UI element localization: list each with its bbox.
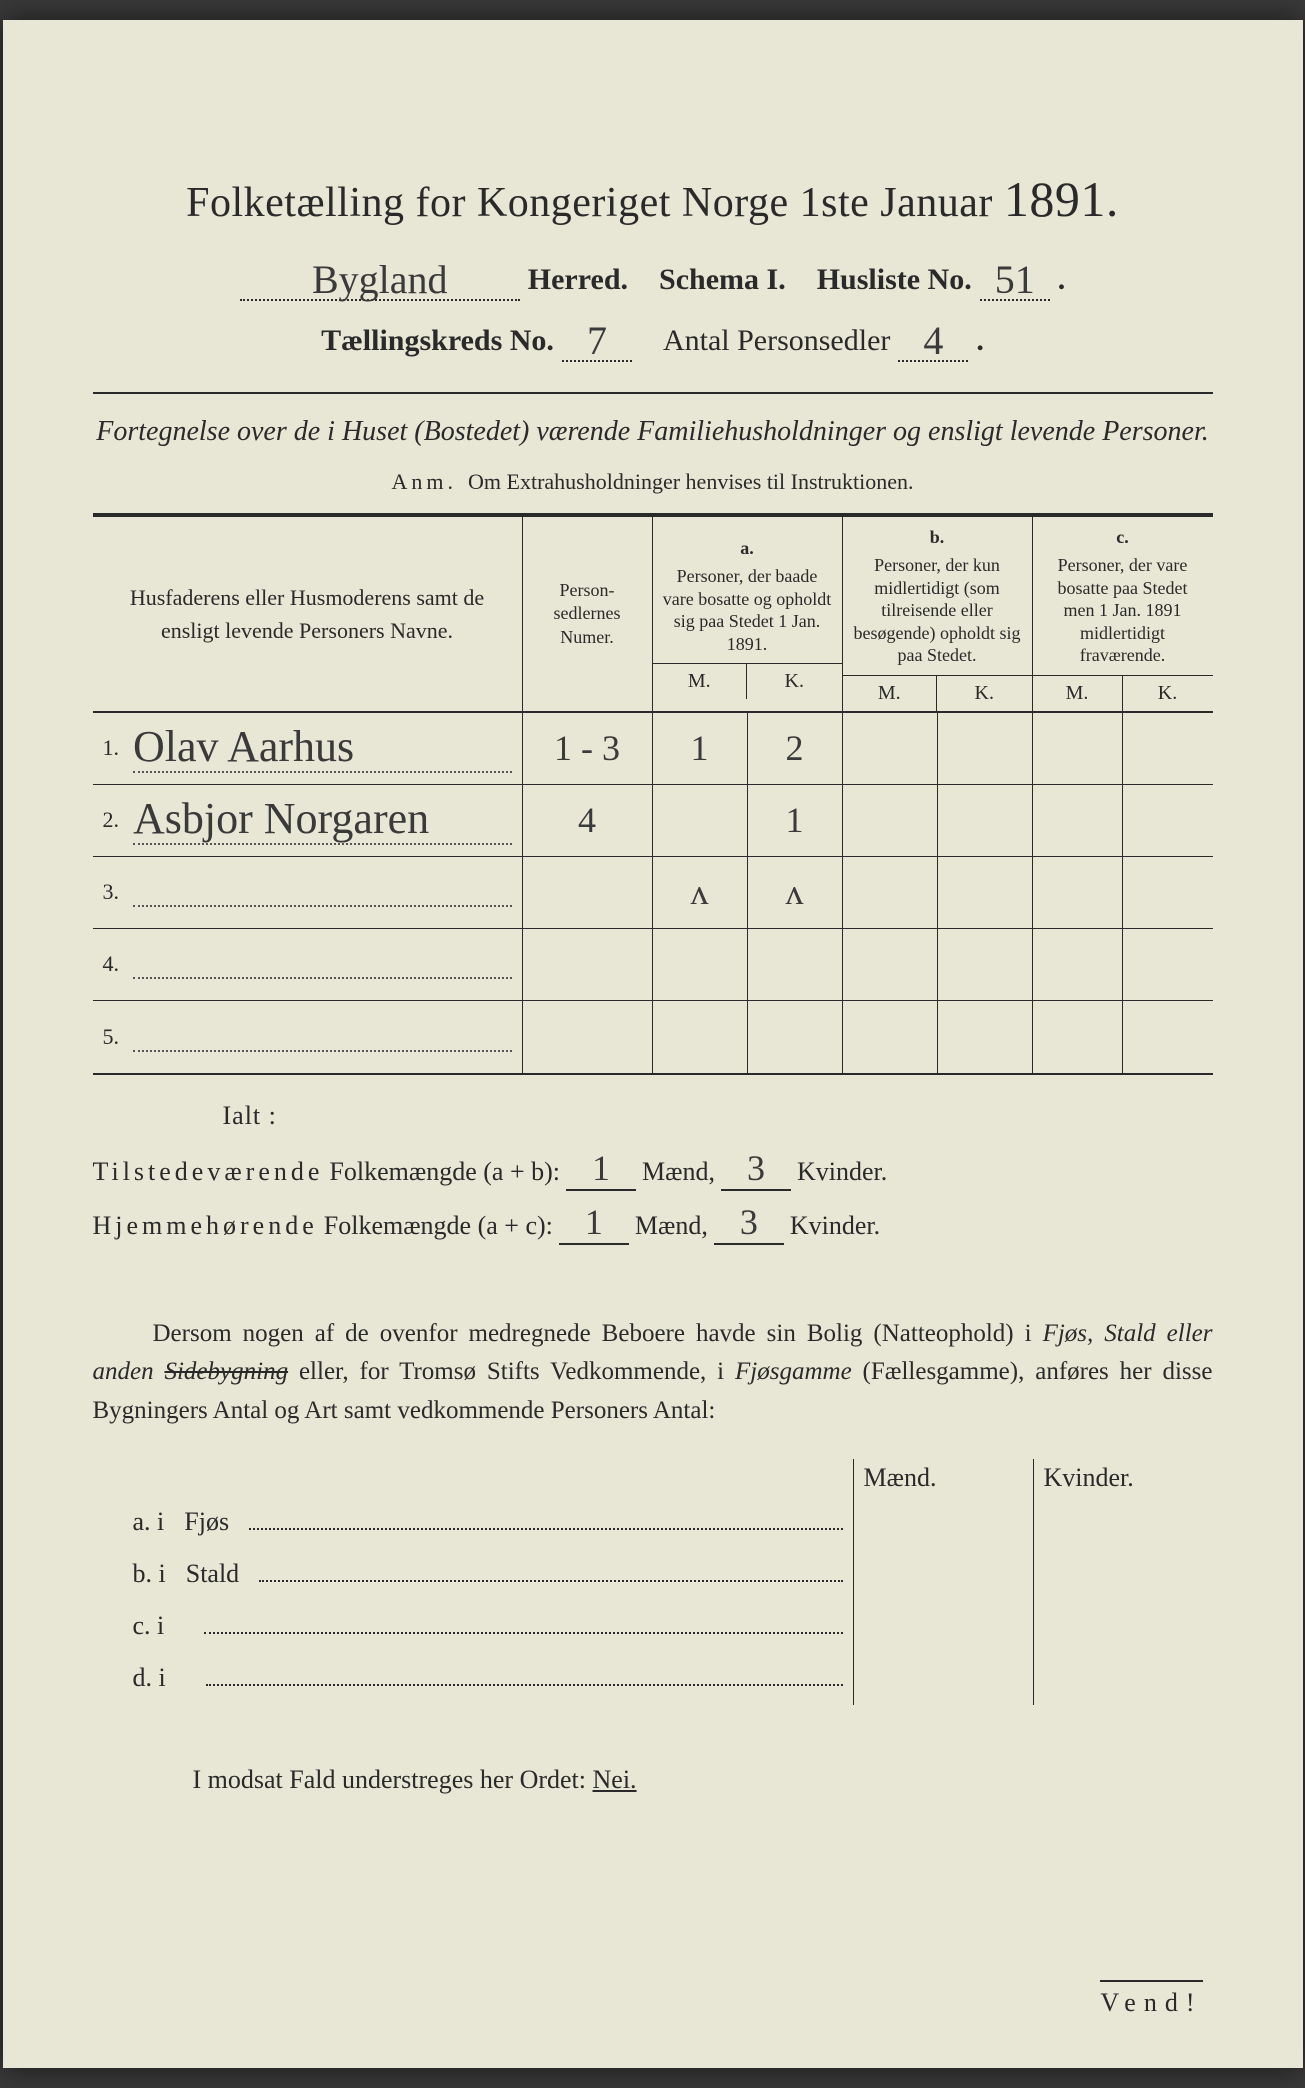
th-b-k: K. xyxy=(937,676,1032,711)
herred-value: Bygland xyxy=(312,257,448,302)
cell-c-m xyxy=(1033,1001,1123,1073)
schema-label: Schema I. xyxy=(659,263,786,297)
cell-a-m xyxy=(653,929,748,1000)
table-row: 3. ʌʌ xyxy=(93,857,1213,929)
cell-c-k xyxy=(1123,857,1213,928)
header-line-3: Tællingskreds No. 7 Antal Personsedler 4… xyxy=(93,313,1213,362)
cell-c-m xyxy=(1033,857,1123,928)
cell-c-k xyxy=(1123,929,1213,1000)
title-prefix: Folketælling for Kongeriget Norge 1ste J… xyxy=(186,180,993,226)
ialt-label: Ialt : xyxy=(223,1101,1213,1131)
cell-b-m xyxy=(843,1001,938,1073)
husliste-value: 51 xyxy=(995,257,1035,302)
herred-field: Bygland xyxy=(240,252,520,301)
th-num: Person-sedlernes Numer. xyxy=(523,517,653,711)
th-name: Husfaderens eller Husmoderens samt de en… xyxy=(93,517,523,711)
husliste-field: 51 xyxy=(980,252,1050,301)
census-form-page: Folketælling for Kongeriget Norge 1ste J… xyxy=(3,20,1303,2068)
header-line-2: Bygland Herred. Schema I. Husliste No. 5… xyxy=(93,252,1213,301)
cell-b-k xyxy=(938,857,1033,928)
building-row: d. i xyxy=(93,1653,1213,1705)
cell-c-k xyxy=(1123,785,1213,856)
total-line-2: Hjemmehørende Folkemængde (a + c): 1 Mæn… xyxy=(93,1201,1213,1245)
cell-a-k: 2 xyxy=(748,713,843,784)
subtitle: Fortegnelse over de i Huset (Bostedet) v… xyxy=(93,412,1213,451)
cell-num xyxy=(523,1001,653,1073)
mk-kvinder: Kvinder. xyxy=(1033,1459,1213,1497)
cell-c-k xyxy=(1123,713,1213,784)
cell-b-m xyxy=(843,857,938,928)
cell-a-m xyxy=(653,785,748,856)
cell-name: 5. xyxy=(93,1001,523,1073)
building-row: b. iStald xyxy=(93,1549,1213,1601)
cell-b-m xyxy=(843,785,938,856)
husliste-label: Husliste No. xyxy=(817,263,972,297)
cell-c-m xyxy=(1033,785,1123,856)
cell-num xyxy=(523,857,653,928)
building-header: Mænd. Kvinder. xyxy=(93,1459,1213,1497)
th-a: a. Personer, der baade vare bosatte og o… xyxy=(653,517,843,711)
cell-c-m xyxy=(1033,929,1123,1000)
kreds-value: 7 xyxy=(587,318,607,363)
th-a-m: M. xyxy=(653,664,748,699)
table-row: 2.Asbjor Norgaren4 1 xyxy=(93,785,1213,857)
table-row: 1.Olav Aarhus1 - 312 xyxy=(93,713,1213,785)
th-a-k: K. xyxy=(747,664,842,699)
cell-num xyxy=(523,929,653,1000)
total-line-1: Tilstedeværende Folkemængde (a + b): 1 M… xyxy=(93,1147,1213,1191)
cell-a-k: 1 xyxy=(748,785,843,856)
anm-text: Om Extrahusholdninger henvises til Instr… xyxy=(468,469,913,494)
cell-a-m: ʌ xyxy=(653,857,748,928)
cell-num: 4 xyxy=(523,785,653,856)
cell-b-k xyxy=(938,713,1033,784)
cell-c-k xyxy=(1123,1001,1213,1073)
cell-b-k xyxy=(938,785,1033,856)
table-row: 4. xyxy=(93,929,1213,1001)
mk-maend: Mænd. xyxy=(853,1459,1033,1497)
anm-label: Anm. xyxy=(392,469,458,494)
th-b-m: M. xyxy=(843,676,938,711)
th-c: c. Personer, der vare bosatte paa Stedet… xyxy=(1033,517,1213,711)
th-c-m: M. xyxy=(1033,676,1123,711)
divider xyxy=(93,392,1213,394)
cell-b-m xyxy=(843,929,938,1000)
cell-num: 1 - 3 xyxy=(523,713,653,784)
dersom-paragraph: Dersom nogen af de ovenfor medregnede Be… xyxy=(93,1315,1213,1431)
building-row: c. i xyxy=(93,1601,1213,1653)
building-rows: a. iFjøsb. iStaldc. id. i xyxy=(93,1497,1213,1705)
building-row: a. iFjøs xyxy=(93,1497,1213,1549)
kreds-label: Tællingskreds No. xyxy=(321,324,554,358)
nei-word: Nei. xyxy=(593,1765,637,1794)
census-table: Husfaderens eller Husmoderens samt de en… xyxy=(93,513,1213,1075)
table-header: Husfaderens eller Husmoderens samt de en… xyxy=(93,517,1213,713)
cell-b-m xyxy=(843,713,938,784)
cell-a-k xyxy=(748,929,843,1000)
cell-name: 1.Olav Aarhus xyxy=(93,713,523,784)
antal-label: Antal Personsedler xyxy=(663,324,890,358)
vend-label: Vend! xyxy=(1100,1980,1202,2018)
antal-field: 4 xyxy=(898,313,968,362)
cell-a-k xyxy=(748,1001,843,1073)
cell-a-m: 1 xyxy=(653,713,748,784)
cell-name: 4. xyxy=(93,929,523,1000)
th-c-k: K. xyxy=(1123,676,1213,711)
kreds-field: 7 xyxy=(562,313,632,362)
cell-b-k xyxy=(938,929,1033,1000)
anm-line: Anm. Om Extrahusholdninger henvises til … xyxy=(93,469,1213,495)
table-row: 5. xyxy=(93,1001,1213,1073)
cell-b-k xyxy=(938,1001,1033,1073)
herred-label: Herred. xyxy=(528,263,628,297)
cell-a-m xyxy=(653,1001,748,1073)
title-year: 1891. xyxy=(1004,171,1119,227)
cell-name: 2.Asbjor Norgaren xyxy=(93,785,523,856)
modsat-line: I modsat Fald understreges her Ordet: Ne… xyxy=(93,1765,1213,1795)
building-block: Mænd. Kvinder. a. iFjøsb. iStaldc. id. i xyxy=(93,1459,1213,1705)
table-body: 1.Olav Aarhus1 - 3122.Asbjor Norgaren413… xyxy=(93,713,1213,1073)
page-title: Folketælling for Kongeriget Norge 1ste J… xyxy=(93,170,1213,228)
cell-name: 3. xyxy=(93,857,523,928)
cell-c-m xyxy=(1033,713,1123,784)
th-b: b. Personer, der kun midlertidigt (som t… xyxy=(843,517,1033,711)
cell-a-k: ʌ xyxy=(748,857,843,928)
antal-value: 4 xyxy=(923,318,943,363)
